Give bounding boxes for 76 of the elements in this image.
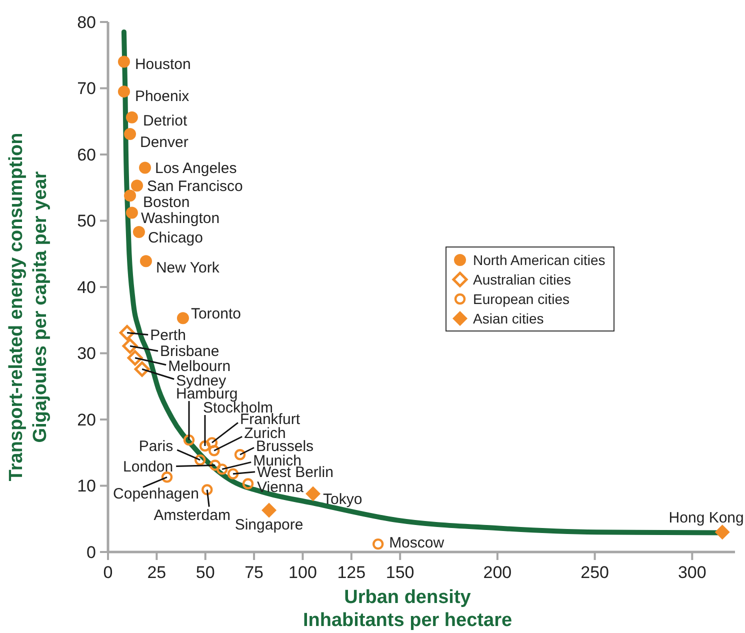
y-tick-label: 0: [86, 542, 96, 562]
point: [714, 524, 730, 540]
point: [194, 454, 206, 466]
point: [161, 472, 173, 483]
point: [206, 437, 218, 448]
annotation: Moscow: [389, 534, 444, 552]
point: [131, 180, 144, 192]
annotation: Amsterdam: [154, 506, 230, 524]
y-tick-label: 80: [77, 12, 96, 32]
point: [176, 312, 189, 324]
point: [138, 162, 151, 174]
x-tick-label: 150: [386, 563, 414, 582]
annotation: Vienna: [257, 479, 304, 496]
y-tick-label: 20: [77, 410, 96, 430]
legend-label: Asian cities: [473, 310, 544, 326]
y-axis-title: Transport-related energy consumption Gigajoules per capita per year: [6, 132, 51, 482]
annotation: Brisbane: [160, 343, 220, 360]
annotation: London: [123, 458, 174, 476]
legend-label: Australian cities: [473, 271, 572, 288]
annotation: Paris: [138, 438, 174, 456]
annotation: Chicago: [148, 229, 204, 246]
point: [140, 255, 152, 268]
x-tick-label: 200: [483, 563, 512, 582]
point: [202, 484, 213, 496]
x-axis-title: Urban density Inhabitants per hectare: [302, 587, 512, 631]
x-tick-label: 75: [244, 563, 264, 582]
annotation: Phoenix: [134, 88, 190, 105]
point: [124, 190, 136, 202]
point: [127, 350, 143, 366]
point: [262, 502, 277, 518]
annotation: Houston: [134, 56, 191, 73]
point: [227, 468, 239, 480]
point: [242, 478, 254, 490]
annotation: Boston: [143, 194, 190, 211]
x-tick-label: 250: [580, 563, 609, 582]
x-tick-label: 50: [196, 563, 215, 582]
point: [118, 86, 130, 98]
point: [126, 206, 138, 219]
annotation: Copenhagen: [113, 485, 199, 502]
y-tick-label: 60: [77, 145, 96, 164]
annotation: Toronto: [190, 305, 242, 322]
point: [126, 111, 138, 124]
point: [199, 440, 211, 452]
legend-label: European cities: [473, 290, 570, 307]
point: [134, 361, 150, 377]
point: [234, 449, 246, 460]
y-tick-label: 10: [77, 476, 96, 496]
point: [216, 464, 228, 475]
annotation: San Francisco: [147, 178, 243, 195]
legend-label: North American cities: [473, 252, 606, 268]
y-tick-label: 50: [77, 212, 96, 231]
annotation: Los Angeles: [154, 160, 237, 177]
annotation: Hong Kong: [668, 509, 744, 526]
annotation: Singapore: [234, 516, 304, 534]
annotation: New York: [156, 259, 220, 276]
y-tick-label: 40: [77, 278, 96, 297]
annotation: Detriot: [142, 112, 188, 130]
annotation: Perth: [150, 326, 186, 344]
point: [183, 434, 195, 446]
point: [132, 226, 145, 238]
point: [124, 128, 136, 140]
point: [208, 445, 220, 456]
point: [209, 460, 221, 471]
point: [372, 538, 384, 550]
x-tick-label: 300: [678, 563, 706, 582]
y-tick-label: 70: [77, 79, 96, 98]
annotation: Tokyo: [323, 490, 362, 508]
annotation: Washington: [140, 210, 220, 228]
x-tick-label: 125: [337, 563, 366, 582]
x-tick-label: 100: [288, 563, 317, 582]
x-tick-label: 0: [103, 563, 113, 582]
point: [306, 486, 321, 502]
y-tick-label: 30: [77, 344, 96, 364]
point: [118, 56, 130, 68]
x-tick-label: 25: [147, 563, 166, 582]
annotation: Denver: [140, 134, 188, 152]
